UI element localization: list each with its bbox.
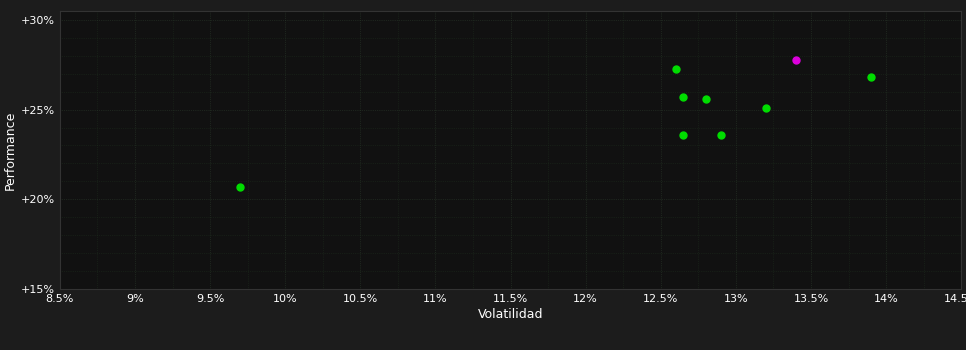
- Point: [675, 132, 691, 138]
- Point: [864, 75, 879, 80]
- Point: [668, 66, 684, 71]
- Point: [698, 96, 714, 102]
- Point: [788, 57, 804, 62]
- Point: [713, 132, 728, 138]
- Point: [758, 105, 774, 111]
- Y-axis label: Performance: Performance: [4, 110, 16, 190]
- Point: [675, 94, 691, 100]
- Point: [233, 184, 248, 189]
- X-axis label: Volatilidad: Volatilidad: [478, 308, 543, 321]
